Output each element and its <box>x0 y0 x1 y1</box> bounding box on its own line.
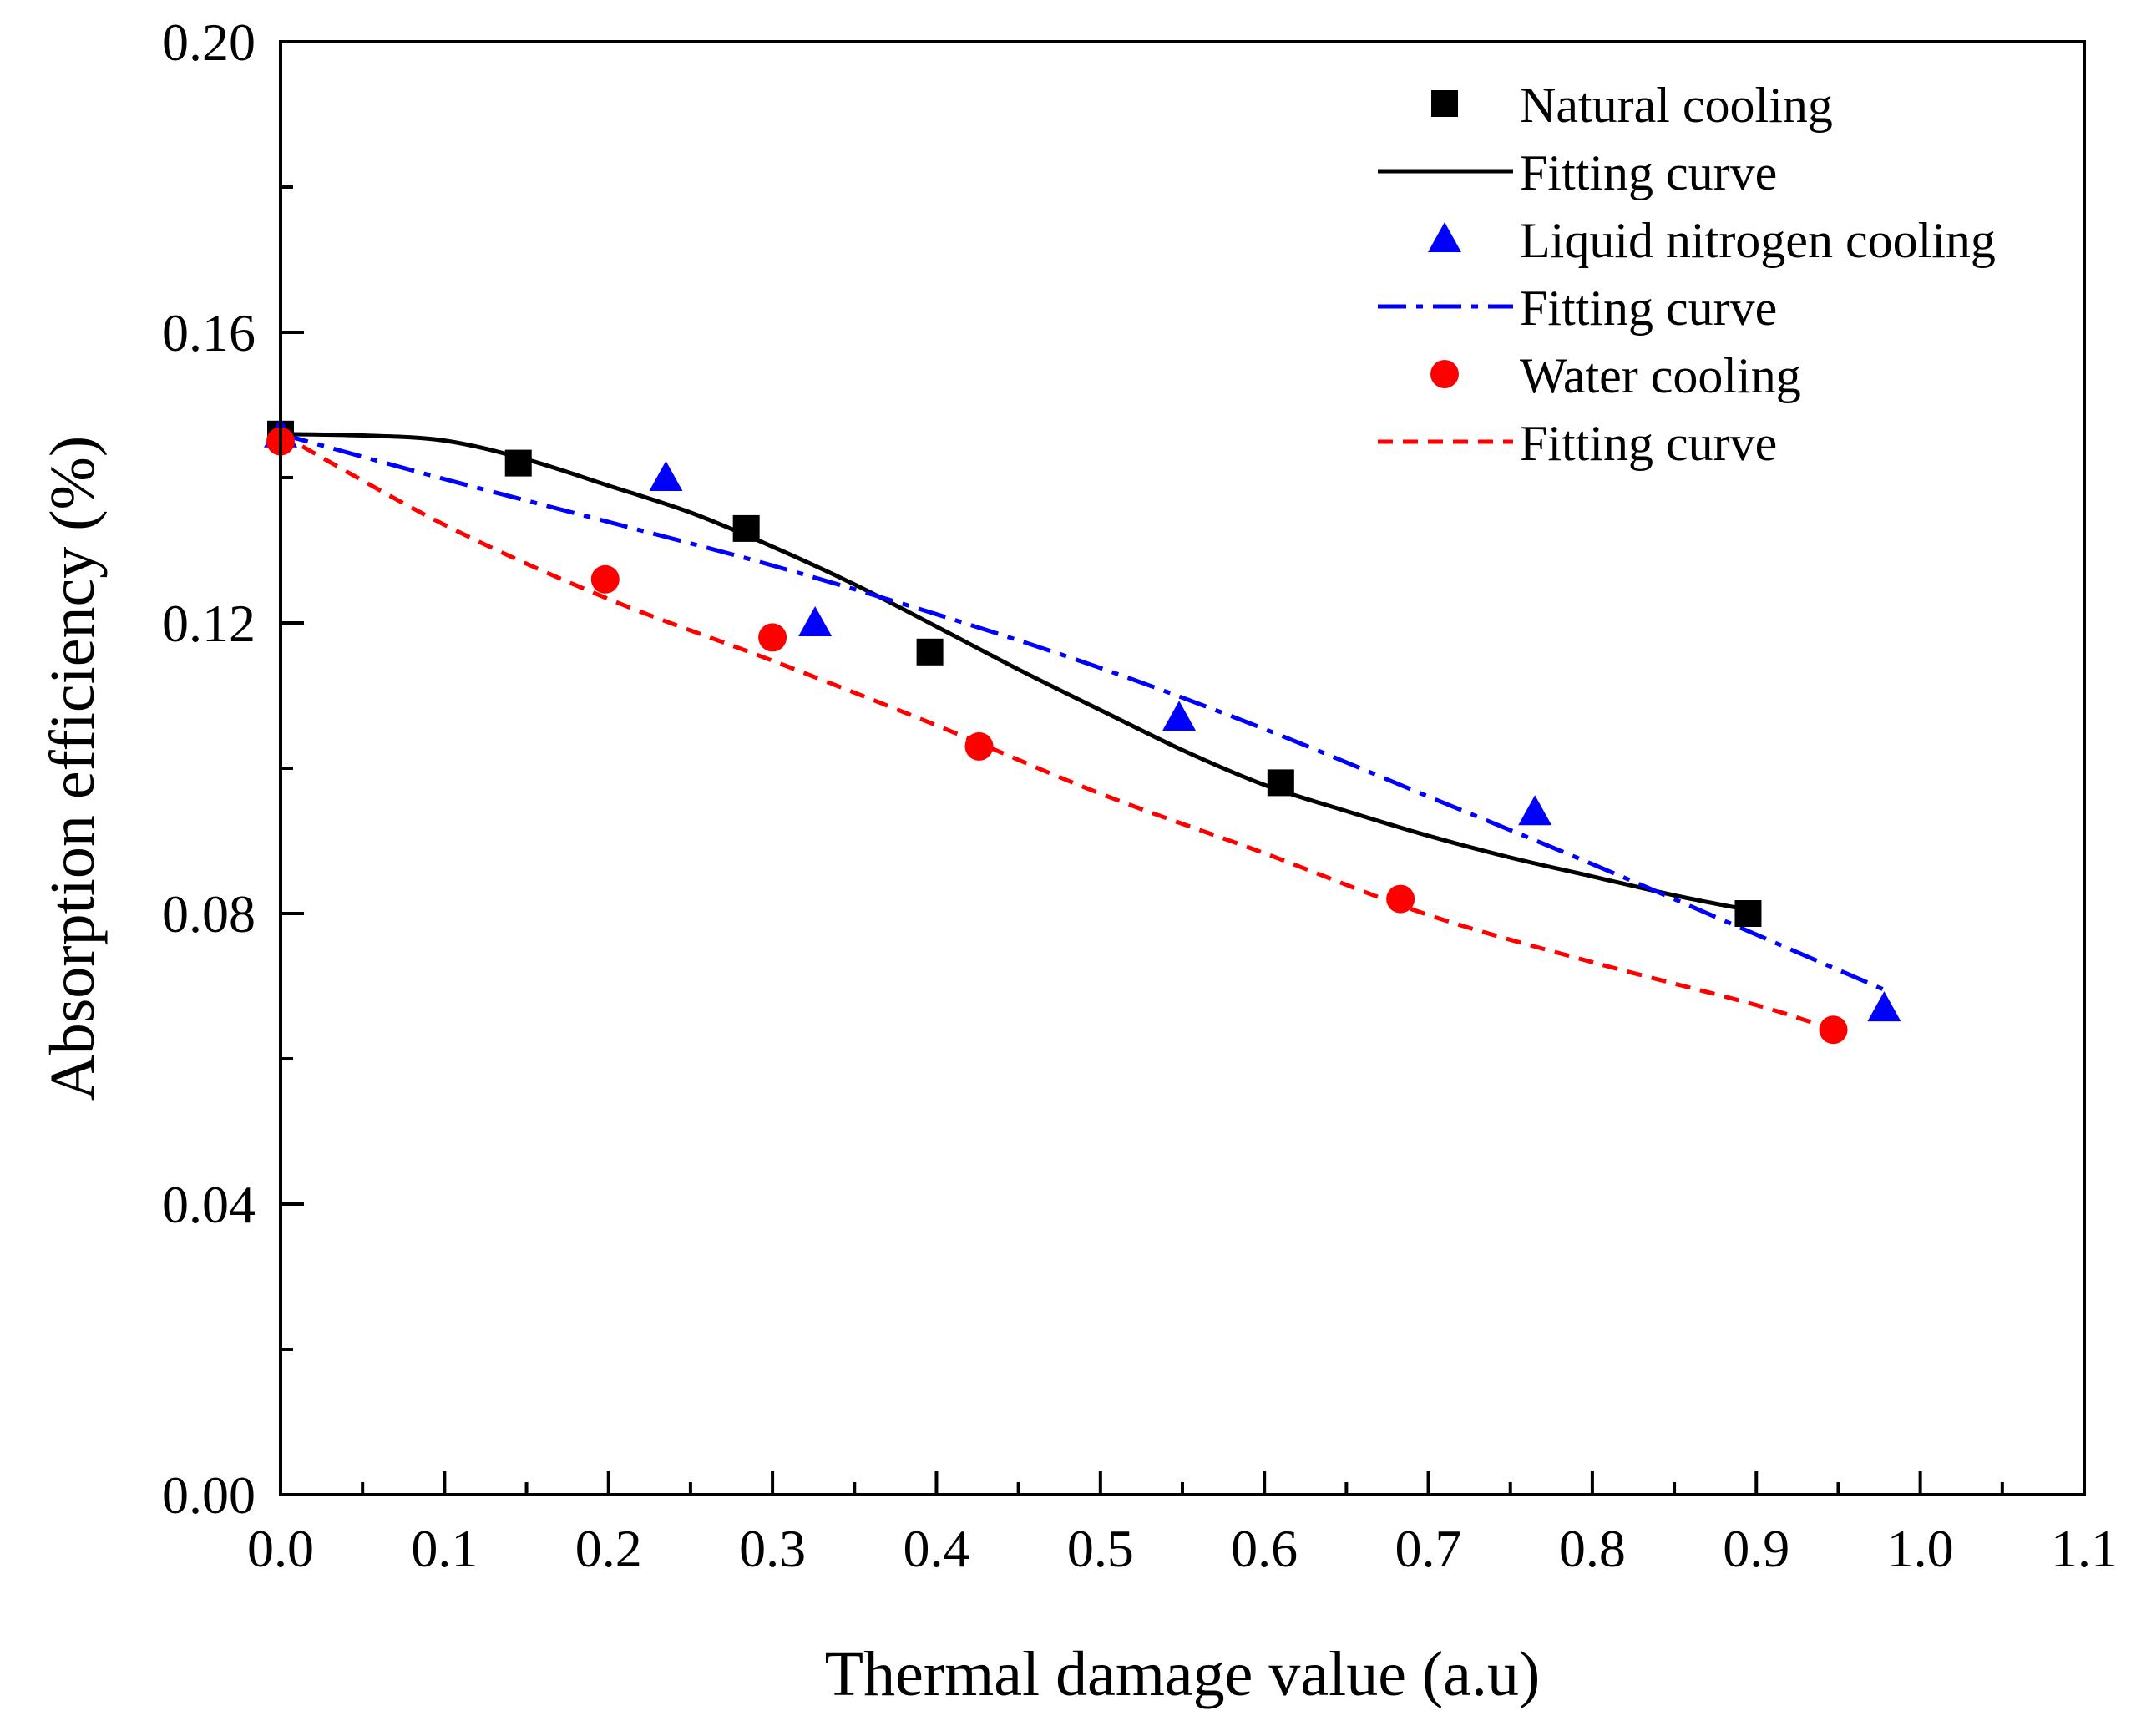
legend-label: Fitting curve <box>1520 145 1777 200</box>
x-tick-label: 0.9 <box>1723 1519 1789 1578</box>
markers-group <box>264 417 1901 1045</box>
x-tick-label: 0.1 <box>411 1519 478 1578</box>
natural-cooling-point <box>732 514 760 542</box>
legend-label: Fitting curve <box>1520 281 1777 336</box>
x-tick-label: 0.4 <box>903 1519 969 1578</box>
water-cooling-legend-marker <box>1430 360 1459 388</box>
liquid-nitrogen-cooling-legend-marker <box>1428 222 1461 252</box>
legend-label: Fitting curve <box>1520 416 1777 471</box>
water-cooling-point <box>964 731 994 761</box>
y-tick-label: 0.12 <box>162 594 256 653</box>
liquid-nitrogen-cooling-point <box>1867 991 1901 1022</box>
x-axis: 0.0 0.1 0.2 0.3 0.4 0.5 0.6 0.7 0.8 0.9 1.0 1.1 <box>247 1471 2118 1578</box>
x-tick-label: 1.1 <box>2051 1519 2118 1578</box>
x-tick-label: 0.2 <box>575 1519 642 1578</box>
y-tick-label: 0.08 <box>162 884 256 944</box>
x-tick-label: 0.0 <box>247 1519 314 1578</box>
natural-cooling-point <box>504 449 532 477</box>
legend: Natural cooling Fitting curve Liquid nitro… <box>1378 78 1996 471</box>
y-tick-label: 0.20 <box>162 13 256 72</box>
water-cooling-point <box>1819 1015 1848 1045</box>
liquid-nitrogen-cooling-point <box>649 461 683 491</box>
x-tick-label: 1.0 <box>1887 1519 1954 1578</box>
liquid-nitrogen-cooling-point <box>1162 701 1197 731</box>
y-tick-label: 0.04 <box>162 1175 256 1234</box>
liquid-nitrogen-cooling-point <box>798 606 833 636</box>
x-tick-label: 0.8 <box>1559 1519 1626 1578</box>
water-cooling-point <box>758 623 787 652</box>
x-tick-label: 0.5 <box>1067 1519 1134 1578</box>
natural-cooling-legend-marker <box>1431 90 1458 117</box>
water-cooling-point <box>590 564 620 594</box>
y-tick-label: 0.16 <box>162 303 256 362</box>
legend-label: Water cooling <box>1520 348 1801 403</box>
natural-cooling-point <box>1267 769 1294 797</box>
x-tick-label: 0.7 <box>1395 1519 1462 1578</box>
y-axis-title: Absorption efficiency (%) <box>38 436 108 1101</box>
liquid-nitrogen-cooling-point <box>1518 795 1552 826</box>
y-tick-label: 0.00 <box>162 1465 256 1525</box>
natural-cooling-point <box>916 638 944 666</box>
legend-label: Natural cooling <box>1520 78 1833 133</box>
water-cooling-point <box>1386 884 1415 914</box>
natural-cooling-point <box>1734 900 1762 927</box>
x-tick-label: 0.3 <box>739 1519 806 1578</box>
x-tick-label: 0.6 <box>1231 1519 1298 1578</box>
liquid-nitrogen-cooling-fit-curve <box>280 432 1886 992</box>
water-cooling-fit-curve <box>279 432 1835 1032</box>
legend-label: Liquid nitrogen cooling <box>1520 213 1996 268</box>
x-axis-title: Thermal damage value (a.u) <box>825 1639 1541 1709</box>
y-axis: 0.00 0.04 0.08 0.12 0.16 0.20 <box>162 13 304 1525</box>
